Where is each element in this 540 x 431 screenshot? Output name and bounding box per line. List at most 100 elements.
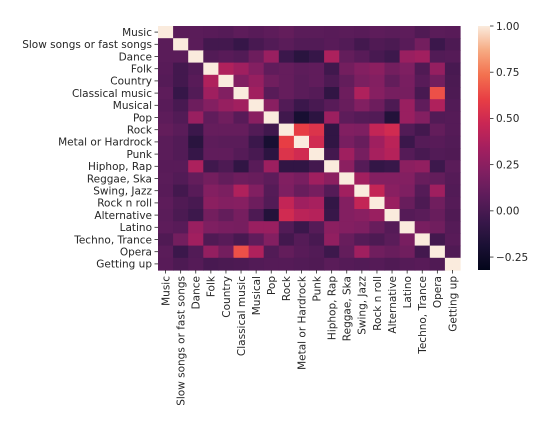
- heatmap-cell: [218, 111, 235, 125]
- heatmap-cell: [414, 111, 431, 125]
- heatmap-cell: [158, 62, 174, 76]
- heatmap-cell: [218, 148, 235, 161]
- heatmap-cell: [173, 233, 189, 247]
- heatmap-cell: [324, 87, 340, 100]
- heatmap-cell: [369, 111, 386, 125]
- heatmap-cell: [324, 209, 340, 222]
- heatmap-cell: [399, 111, 416, 125]
- heatmap-cell: [173, 135, 189, 149]
- heatmap-cell: [233, 62, 250, 76]
- heatmap-cell: [218, 221, 235, 234]
- heatmap-cell: [173, 99, 189, 112]
- heatmap-cell: [324, 38, 340, 51]
- heatmap-cell: [354, 38, 370, 51]
- heatmap-cell: [173, 87, 189, 100]
- heatmap-cell: [354, 74, 370, 88]
- heatmap-cell: [444, 233, 461, 247]
- heatmap-cell: [233, 123, 250, 137]
- column-label: Pop: [266, 276, 278, 295]
- heatmap-cells: [158, 26, 461, 271]
- heatmap-cell: [429, 26, 446, 39]
- heatmap-cell: [278, 111, 295, 125]
- row-label: Music: [122, 27, 152, 39]
- heatmap-cell: [324, 245, 340, 259]
- heatmap-cell: [369, 221, 386, 234]
- heatmap-cell: [218, 74, 235, 88]
- heatmap-cell: [263, 50, 280, 64]
- heatmap-cell: [233, 135, 250, 149]
- heatmap-cell: [293, 148, 310, 161]
- heatmap-cell: [354, 26, 370, 39]
- heatmap-cell: [309, 135, 325, 149]
- column-label: Country: [221, 276, 233, 318]
- heatmap-cell: [248, 221, 265, 234]
- heatmap-cell: [278, 123, 295, 137]
- heatmap-cell: [384, 123, 401, 137]
- heatmap-cell: [309, 38, 325, 51]
- heatmap-cell: [203, 257, 219, 271]
- heatmap-cell: [354, 111, 370, 125]
- heatmap-cell: [339, 148, 355, 161]
- heatmap-cell: [354, 196, 370, 210]
- heatmap-cell: [369, 87, 386, 100]
- heatmap-cell: [309, 123, 325, 137]
- column-label: Getting up: [447, 276, 459, 332]
- colorbar: 1.00 0.75 0.50 0.25 0.00 −0.25: [478, 21, 528, 270]
- row-label: Getting up: [96, 259, 152, 271]
- heatmap-cell: [339, 257, 355, 271]
- heatmap-cell: [369, 148, 386, 161]
- heatmap-cell: [324, 184, 340, 198]
- heatmap-cell: [218, 184, 235, 198]
- heatmap-cell: [278, 50, 295, 64]
- heatmap-cell: [444, 172, 461, 186]
- heatmap-cell: [173, 184, 189, 198]
- heatmap-cell: [339, 62, 355, 76]
- heatmap-cell: [188, 160, 204, 173]
- heatmap-cell: [384, 74, 401, 88]
- heatmap-cell: [369, 196, 386, 210]
- heatmap-cell: [429, 50, 446, 64]
- heatmap-cell: [444, 184, 461, 198]
- heatmap-cell: [233, 245, 250, 259]
- heatmap-cell: [293, 209, 310, 222]
- heatmap-cell: [399, 50, 416, 64]
- heatmap-cell: [293, 62, 310, 76]
- colorbar-tick-label: 0.50: [496, 113, 519, 125]
- heatmap-cell: [414, 148, 431, 161]
- heatmap-cell: [309, 62, 325, 76]
- row-label: Swing, Jazz: [93, 186, 152, 198]
- row-label: Punk: [126, 149, 152, 161]
- heatmap-cell: [188, 38, 204, 51]
- heatmap-cell: [399, 196, 416, 210]
- heatmap-cell: [324, 196, 340, 210]
- row-label: Alternative: [94, 210, 152, 222]
- column-label: Reggae, Ska: [342, 276, 354, 341]
- heatmap-cell: [263, 111, 280, 125]
- row-label: Pop: [133, 112, 152, 124]
- heatmap-cell: [218, 123, 235, 137]
- heatmap-cell: [414, 233, 431, 247]
- colorbar-tick-label: 0.75: [496, 67, 519, 79]
- heatmap-cell: [203, 184, 219, 198]
- heatmap-cell: [173, 172, 189, 186]
- heatmap-cell: [203, 74, 219, 88]
- heatmap-cell: [339, 123, 355, 137]
- heatmap-cell: [263, 123, 280, 137]
- heatmap-cell: [354, 50, 370, 64]
- heatmap-cell: [263, 38, 280, 51]
- heatmap-cell: [429, 148, 446, 161]
- heatmap-cell: [339, 221, 355, 234]
- heatmap-cell: [414, 209, 431, 222]
- heatmap-cell: [203, 196, 219, 210]
- column-label: Music: [160, 276, 172, 306]
- heatmap-cell: [218, 209, 235, 222]
- heatmap-cell: [429, 62, 446, 76]
- heatmap-cell: [263, 196, 280, 210]
- heatmap-cell: [384, 257, 401, 271]
- heatmap-cell: [444, 26, 461, 39]
- heatmap-cell: [233, 221, 250, 234]
- row-label: Country: [110, 76, 152, 88]
- heatmap-cell: [384, 87, 401, 100]
- heatmap-cell: [354, 123, 370, 137]
